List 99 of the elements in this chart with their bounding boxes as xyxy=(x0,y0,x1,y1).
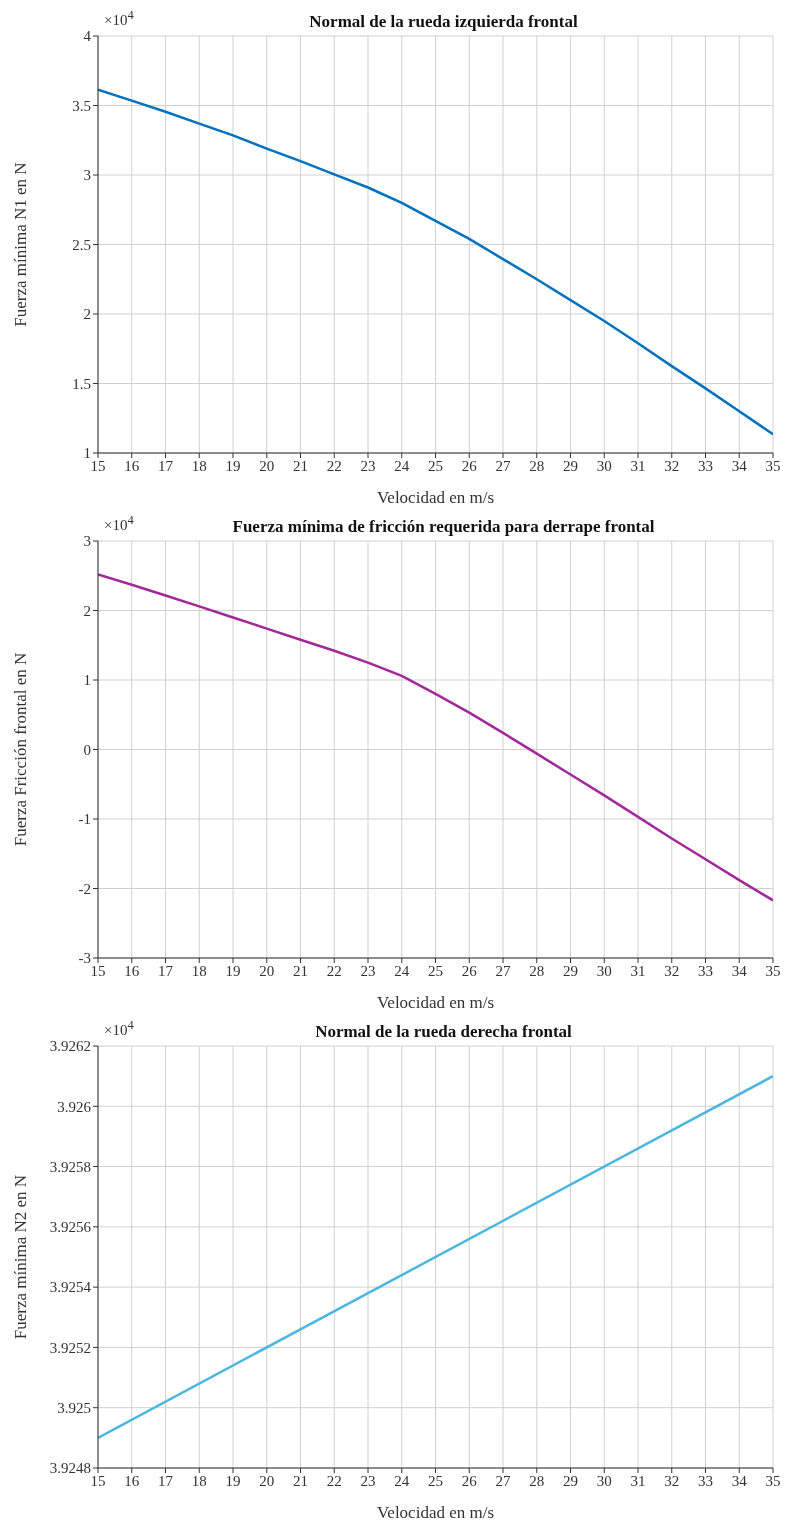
chart-title: Fuerza mínima de fricción requerida para derrape frontal xyxy=(232,517,655,536)
x-tick-label: 20 xyxy=(259,1472,275,1489)
x-tick-label: 22 xyxy=(326,962,342,979)
chart-title: Normal de la rueda izquierda frontal xyxy=(309,12,578,31)
x-tick-label: 33 xyxy=(698,962,713,979)
x-tick-label: 33 xyxy=(698,457,713,474)
x-tick-label: 29 xyxy=(563,1472,578,1489)
x-tick-label: 16 xyxy=(124,1472,140,1489)
x-tick-label: 19 xyxy=(225,457,241,474)
x-tick-label: 29 xyxy=(563,457,578,474)
x-tick-label: 32 xyxy=(664,457,680,474)
y-tick-label: 3.926 xyxy=(57,1098,92,1115)
x-tick-label: 28 xyxy=(529,962,545,979)
y-tick-label: 1.5 xyxy=(72,375,91,392)
line-series xyxy=(98,88,773,436)
x-tick-label: 29 xyxy=(563,962,578,979)
x-tick-label: 27 xyxy=(495,1472,511,1489)
x-tick-label: 21 xyxy=(293,457,308,474)
x-axis-title: Velocidad en m/s xyxy=(376,993,495,1012)
line-series xyxy=(98,573,773,902)
x-tick-label: 34 xyxy=(731,962,748,979)
x-tick-label: 31 xyxy=(630,457,646,474)
x-tick-label: 26 xyxy=(461,1472,478,1489)
y-tick-label: 4 xyxy=(83,28,92,45)
x-tick-label: 34 xyxy=(731,1472,748,1489)
y-tick-label: 3.9256 xyxy=(49,1219,92,1236)
y-tick-label: 3.9262 xyxy=(49,1038,91,1055)
x-tick-label: 35 xyxy=(765,1472,781,1489)
x-tick-label: 24 xyxy=(394,962,410,979)
y-tick-label: 1 xyxy=(83,672,91,689)
x-tick-label: 23 xyxy=(360,962,376,979)
x-tick-label: 24 xyxy=(394,1472,410,1489)
x-tick-label: 16 xyxy=(124,457,140,474)
x-tick-label: 28 xyxy=(529,1472,545,1489)
x-tick-label: 15 xyxy=(90,1472,106,1489)
y-tick-label: 3.9254 xyxy=(49,1279,92,1296)
x-tick-label: 17 xyxy=(158,1472,174,1489)
y-tick-label: -3 xyxy=(78,950,91,967)
x-tick-label: 25 xyxy=(428,1472,443,1489)
text: ×10$^{4}$ xyxy=(104,513,134,534)
x-tick-label: 28 xyxy=(529,457,545,474)
y-tick-label: -1 xyxy=(78,811,91,828)
x-tick-label: 27 xyxy=(495,457,511,474)
x-tick-label: 26 xyxy=(461,457,478,474)
x-tick-label: 34 xyxy=(731,457,748,474)
y-axis-title: Fuerza mínima N2 en N xyxy=(11,1174,31,1340)
x-tick-label: 22 xyxy=(326,1472,342,1489)
x-tick-label: 33 xyxy=(698,1472,713,1489)
x-tick-label: 19 xyxy=(225,962,241,979)
y-tick-label: 3.925 xyxy=(57,1400,91,1417)
x-tick-label: 16 xyxy=(124,962,140,979)
x-tick-label: 18 xyxy=(191,457,207,474)
y-tick-label: 3.9248 xyxy=(49,1460,91,1477)
x-tick-label: 35 xyxy=(765,962,781,979)
x-tick-label: 30 xyxy=(596,457,612,474)
x-tick-label: 26 xyxy=(461,962,478,979)
x-tick-label: 20 xyxy=(259,962,275,979)
chart-title: Normal de la rueda derecha frontal xyxy=(315,1022,572,1041)
y-tick-label: 3 xyxy=(83,167,91,184)
y-tick-label: 2 xyxy=(83,306,91,323)
y-tick-label: 2.5 xyxy=(72,236,91,253)
x-tick-label: 21 xyxy=(293,962,308,979)
x-tick-label: 18 xyxy=(191,962,207,979)
x-tick-label: 18 xyxy=(191,1472,207,1489)
x-tick-label: 20 xyxy=(259,457,275,474)
x-tick-label: 25 xyxy=(428,457,443,474)
y-tick-label: 2 xyxy=(83,602,91,619)
x-tick-label: 17 xyxy=(158,457,174,474)
x-tick-label: 32 xyxy=(664,962,680,979)
x-tick-label: 19 xyxy=(225,1472,241,1489)
x-tick-label: 27 xyxy=(495,962,511,979)
x-tick-label: 17 xyxy=(158,962,174,979)
y-axis-title: Fuerza mínima N1 en N xyxy=(11,162,31,327)
x-tick-label: 31 xyxy=(630,1472,646,1489)
x-tick-label: 15 xyxy=(90,962,106,979)
x-tick-label: 35 xyxy=(765,457,781,474)
x-tick-label: 30 xyxy=(596,962,612,979)
y-tick-label: -2 xyxy=(78,880,91,897)
y-tick-label: 1 xyxy=(83,445,91,462)
y-tick-label: 3.5 xyxy=(72,97,91,114)
x-tick-label: 23 xyxy=(360,1472,376,1489)
x-tick-label: 25 xyxy=(428,962,443,979)
y-tick-label: 3 xyxy=(83,533,91,550)
y-tick-label: 3.9252 xyxy=(49,1339,91,1356)
text: ×10$^{4}$ xyxy=(104,1018,134,1039)
x-axis-title: Velocidad en m/s xyxy=(376,488,495,507)
text: ×10$^{4}$ xyxy=(104,8,134,29)
x-tick-label: 30 xyxy=(596,1472,612,1489)
x-tick-label: 21 xyxy=(293,1472,308,1489)
y-axis-title: Fuerza Fricción frontal en N xyxy=(11,652,31,847)
x-tick-label: 31 xyxy=(630,962,646,979)
x-tick-label: 24 xyxy=(394,457,410,474)
x-tick-label: 22 xyxy=(326,457,342,474)
y-tick-label: 0 xyxy=(83,741,91,758)
y-tick-label: 3.9258 xyxy=(49,1158,91,1175)
x-tick-label: 15 xyxy=(90,457,106,474)
x-tick-label: 23 xyxy=(360,457,376,474)
x-tick-label: 32 xyxy=(664,1472,680,1489)
x-axis-title: Velocidad en m/s xyxy=(376,1503,495,1522)
